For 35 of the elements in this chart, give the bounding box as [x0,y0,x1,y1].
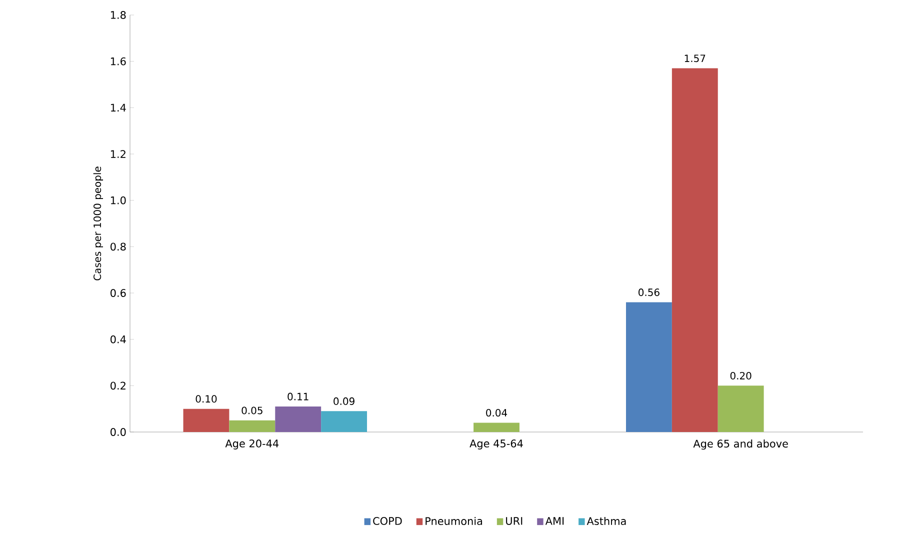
data-label: 0.04 [486,409,508,417]
data-label: 1.57 [684,54,706,62]
y-tick-label: 0.6 [110,289,126,297]
y-tick-label: 1.4 [110,104,126,112]
data-label: 0.56 [638,288,660,296]
bar [321,411,368,432]
legend-label: AMI [545,517,564,525]
data-label: 0.05 [242,406,262,414]
data-label: 0.11 [288,392,308,400]
bar [275,406,322,432]
x-tick-label: Age 20-44 [225,440,279,450]
y-tick-label: 1.2 [110,150,126,158]
x-tick-label: Age 65 and above [693,440,788,450]
bar [229,420,276,432]
y-tick-label: 0.8 [110,242,126,251]
data-label: 0.10 [196,395,217,403]
y-tick-label: 0.2 [110,382,126,390]
x-tick-label: Age 45-64 [470,440,523,450]
bar [183,408,230,432]
y-axis-title: Cases per 1000 people [93,166,104,280]
legend-label: COPD [373,517,402,525]
y-tick-label: 1.0 [110,196,126,204]
bar [626,302,672,432]
data-label: 0.09 [334,397,354,405]
y-tick-label: 0.0 [110,428,126,436]
y-tick-label: 0.4 [110,335,126,344]
legend-label: URI [506,517,522,525]
y-tick-label: 1.8 [110,11,126,19]
legend-label: Asthma [586,516,626,526]
bar [718,386,764,432]
bar [672,68,718,432]
y-tick-label: 1.6 [110,57,126,66]
bar [474,422,520,432]
legend-label: Pneumonia [426,516,482,526]
data-label: 0.20 [730,372,752,380]
